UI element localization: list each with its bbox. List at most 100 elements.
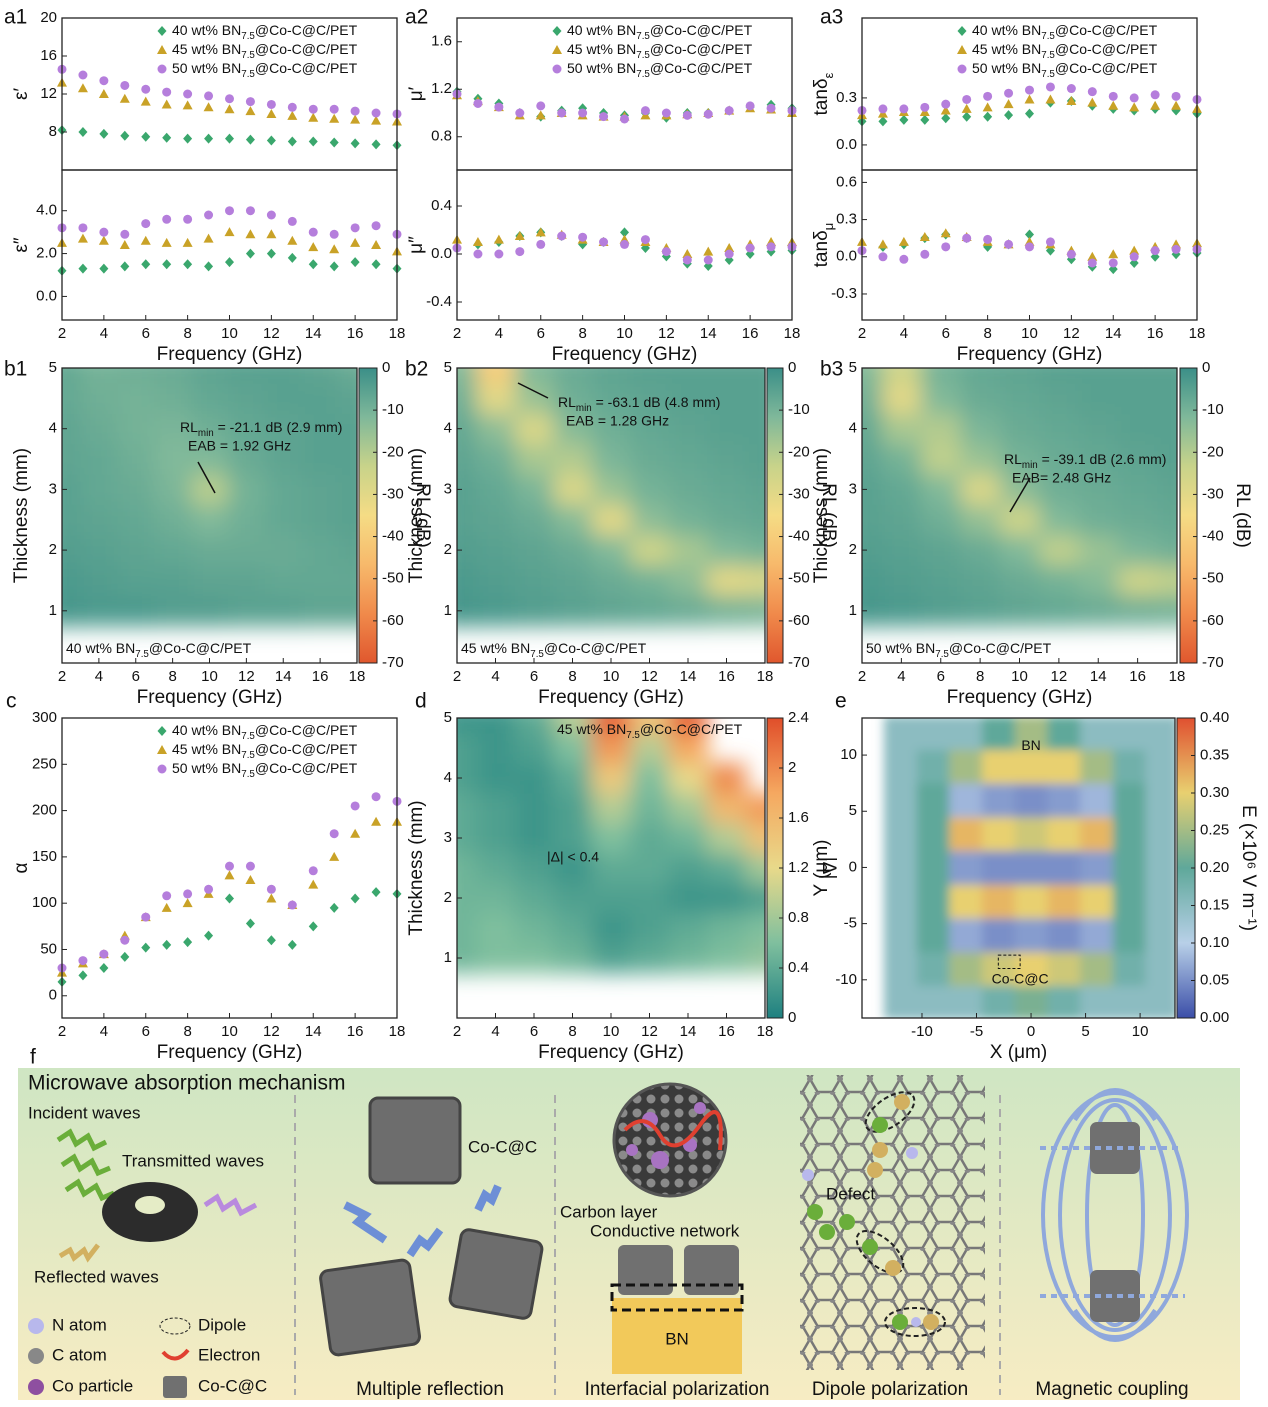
point bbox=[983, 234, 993, 244]
y-tick-label: 0 bbox=[849, 858, 857, 875]
heat-cell bbox=[117, 368, 155, 384]
heat-cell bbox=[154, 413, 192, 445]
annotation-part: RL bbox=[1004, 451, 1022, 467]
y-axis-label: ε′ bbox=[11, 88, 32, 100]
legend-icon bbox=[163, 1376, 187, 1398]
colorbar-tick-label: 0.05 bbox=[1200, 971, 1229, 988]
point bbox=[98, 235, 109, 245]
point bbox=[162, 891, 172, 901]
point bbox=[78, 956, 88, 966]
heat-cell bbox=[591, 853, 631, 884]
colorbar-tick-label: 0.4 bbox=[788, 959, 809, 976]
point bbox=[329, 851, 340, 861]
heat-cell bbox=[1047, 850, 1081, 885]
point bbox=[98, 89, 109, 98]
x-tick-label: 14 bbox=[680, 1023, 697, 1040]
heat-cell bbox=[457, 793, 477, 824]
heat-cell bbox=[591, 368, 631, 384]
point bbox=[940, 228, 951, 238]
heat-cell bbox=[476, 504, 516, 536]
co-c-c-block bbox=[684, 1245, 739, 1295]
point bbox=[183, 889, 193, 899]
point bbox=[599, 112, 609, 122]
heat-cell bbox=[1117, 368, 1158, 384]
y-tick-label: 0.0 bbox=[836, 136, 857, 153]
heat-cell bbox=[1117, 595, 1158, 627]
point bbox=[204, 884, 214, 894]
heat-cell bbox=[1157, 443, 1177, 475]
point bbox=[557, 231, 567, 241]
heat-cell bbox=[264, 534, 303, 566]
y-tick-label: 10 bbox=[840, 746, 857, 763]
colorbar-tick-label: 0 bbox=[788, 1009, 796, 1026]
ring-hole bbox=[135, 1196, 165, 1214]
heat-cell bbox=[1080, 718, 1114, 750]
x-tick-label: 6 bbox=[142, 325, 150, 342]
heat-cell bbox=[457, 883, 477, 914]
point bbox=[99, 227, 109, 237]
magnet bbox=[1090, 1122, 1140, 1174]
point bbox=[140, 96, 151, 106]
point bbox=[120, 130, 130, 141]
heat-cell bbox=[999, 565, 1040, 597]
point bbox=[245, 97, 255, 107]
heat-cell bbox=[1145, 749, 1175, 784]
heat-cell bbox=[1039, 413, 1080, 445]
heat-cell bbox=[476, 913, 516, 944]
heat-cell bbox=[707, 913, 747, 944]
x-tick-label: 14 bbox=[275, 668, 292, 685]
y-tick-label: 1 bbox=[849, 602, 857, 619]
heat-cell bbox=[881, 443, 922, 475]
legend-icon bbox=[159, 1317, 191, 1335]
point bbox=[724, 249, 734, 259]
x-tick-label: 4 bbox=[495, 325, 503, 342]
point bbox=[99, 963, 109, 973]
panel-label: f bbox=[30, 1046, 36, 1069]
heat-cell bbox=[960, 443, 1001, 475]
heat-cell bbox=[264, 504, 303, 536]
heat-cell bbox=[668, 383, 708, 415]
x-tick-label: 16 bbox=[718, 1023, 735, 1040]
legend-icon bbox=[28, 1379, 44, 1395]
y-tick-label: -5 bbox=[844, 915, 857, 932]
x-tick-label: 8 bbox=[568, 1023, 576, 1040]
y-tick-label: 5 bbox=[49, 359, 57, 376]
heat-cell bbox=[668, 913, 708, 944]
colorbar-tick-label: -40 bbox=[382, 528, 404, 545]
heat-cell bbox=[457, 943, 477, 974]
heat-cell bbox=[883, 884, 918, 919]
y-tick-label: -0.4 bbox=[426, 293, 452, 310]
point bbox=[78, 223, 88, 233]
chart: 2 4 6 8 10 12 14 16 18 0.0 2.0 4.0 Frequency (GHz) ε″ bbox=[11, 169, 405, 365]
heat-cell bbox=[1145, 918, 1175, 953]
heat-cell bbox=[1117, 413, 1158, 445]
heat-cell bbox=[301, 383, 340, 415]
heatmap bbox=[62, 368, 357, 627]
legend-label: 50 wt% BN7.5@Co-C@C/PET bbox=[172, 760, 358, 780]
x-tick-label: 10 bbox=[221, 1023, 238, 1040]
point bbox=[661, 247, 671, 257]
heat-cell bbox=[745, 565, 765, 597]
heat-cell bbox=[630, 733, 670, 764]
x-tick-label: 12 bbox=[1051, 668, 1068, 685]
point bbox=[620, 114, 629, 124]
heat-cell bbox=[668, 565, 708, 597]
point bbox=[78, 970, 88, 981]
point bbox=[920, 114, 930, 125]
annotation-part: = -39.1 dB (2.6 mm) bbox=[1038, 451, 1167, 467]
label: Interfacial polarization bbox=[585, 1379, 770, 1400]
heat-cell bbox=[476, 413, 516, 445]
legend-marker bbox=[957, 26, 967, 36]
point bbox=[287, 939, 297, 950]
y-tick-label: 1 bbox=[444, 602, 452, 619]
heat-cell bbox=[883, 749, 918, 784]
point bbox=[204, 91, 214, 101]
electron-path bbox=[623, 1110, 723, 1151]
heat-cell bbox=[191, 474, 229, 506]
heat-cell bbox=[630, 504, 670, 536]
point bbox=[78, 127, 88, 137]
diagram-title: Microwave absorption mechanism bbox=[28, 1072, 345, 1095]
colorbar-tick-label: -70 bbox=[1202, 654, 1224, 671]
heat-cell bbox=[476, 763, 516, 794]
heat-cell bbox=[960, 413, 1001, 445]
